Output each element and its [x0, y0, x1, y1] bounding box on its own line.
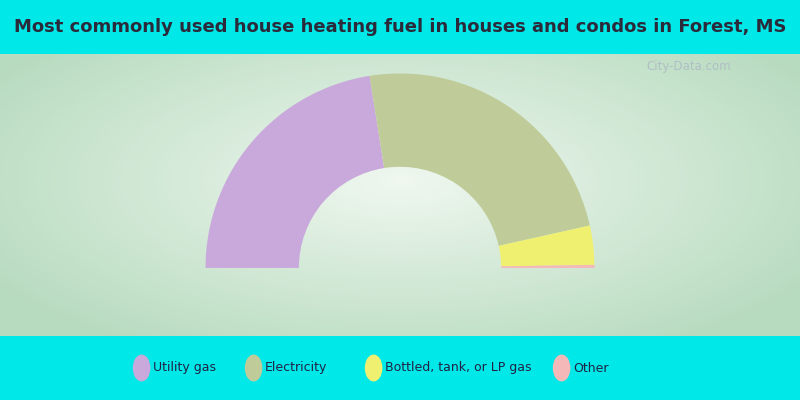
Text: Other: Other: [573, 362, 608, 374]
Wedge shape: [206, 76, 384, 268]
Ellipse shape: [133, 354, 150, 382]
Text: City-Data.com: City-Data.com: [646, 60, 730, 73]
Wedge shape: [370, 74, 590, 246]
Ellipse shape: [553, 354, 570, 382]
Text: Utility gas: Utility gas: [153, 362, 216, 374]
Text: Most commonly used house heating fuel in houses and condos in Forest, MS: Most commonly used house heating fuel in…: [14, 18, 786, 36]
Ellipse shape: [245, 354, 262, 382]
Wedge shape: [501, 265, 594, 268]
Text: Electricity: Electricity: [265, 362, 327, 374]
Ellipse shape: [365, 354, 382, 382]
Wedge shape: [498, 226, 594, 266]
Text: Bottled, tank, or LP gas: Bottled, tank, or LP gas: [385, 362, 531, 374]
